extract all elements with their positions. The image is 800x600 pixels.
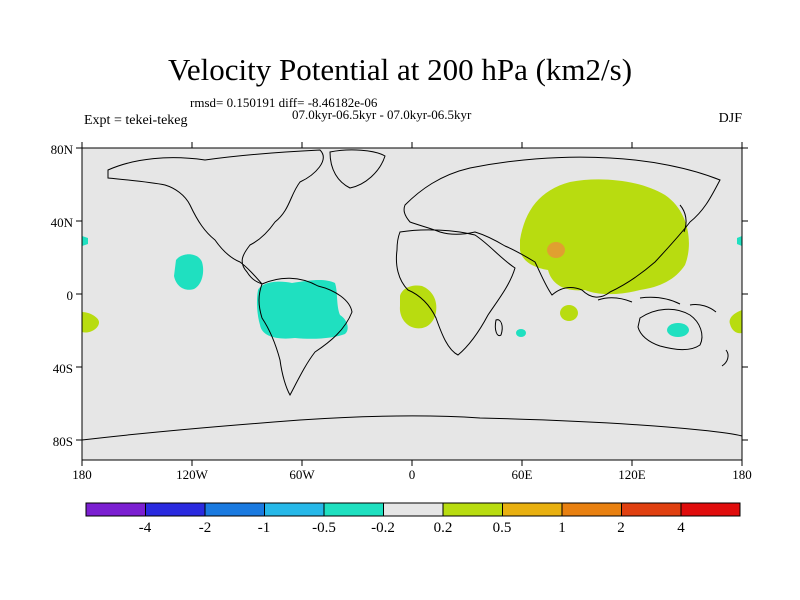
colorbar-box-1 — [85, 502, 146, 517]
colorbar-label-7: 0.5 — [492, 520, 512, 536]
colorbar-label-3: -1 — [257, 520, 271, 536]
indian-ocean-negative-region — [516, 329, 526, 337]
lon-label-120w: 120W — [176, 467, 208, 482]
lon-label-180e: 180 — [732, 467, 752, 482]
africa-positive-region — [399, 285, 437, 329]
colorbar-box-4 — [264, 502, 325, 517]
colorbar-label-5: -0.2 — [371, 520, 395, 536]
south-america-negative-region — [256, 279, 348, 339]
chart-title: Velocity Potential at 200 hPa (km2/s) — [167, 52, 633, 87]
asia-positive-region — [520, 179, 689, 295]
lat-label-80s: 80S — [52, 434, 73, 449]
south-america-coast — [258, 277, 353, 397]
pacific-edge-negative-west — [82, 236, 88, 246]
colorbar-box-8 — [502, 502, 563, 517]
lat-label-80n: 80N — [50, 142, 73, 157]
lat-ticks — [76, 147, 748, 441]
maritime-continent-coast — [597, 296, 717, 313]
antarctica-coast — [81, 415, 743, 441]
africa-coast — [395, 229, 516, 356]
season-label: DJF — [718, 111, 742, 126]
lat-label-0: 0 — [66, 288, 74, 303]
madagascar-coast — [494, 319, 503, 337]
new-zealand-coast — [721, 349, 729, 367]
colorbar-label-4: -0.5 — [312, 520, 336, 536]
india-mid-positive — [547, 242, 565, 258]
pacific-edge-negative-east — [737, 236, 742, 246]
lon-label-120e: 120E — [618, 467, 646, 482]
lon-label-0: 0 — [408, 467, 416, 482]
lon-ticks — [81, 142, 743, 466]
lat-label-40s: 40S — [52, 361, 73, 376]
east-pacific-edge-positive — [729, 310, 742, 334]
colorbar-box-11 — [680, 502, 741, 517]
colorbar-box-10 — [621, 502, 682, 517]
colorbar-box-2 — [145, 502, 206, 517]
colorbar — [85, 502, 741, 517]
europe-asia-coast — [403, 156, 721, 298]
australia-negative-region — [667, 323, 689, 337]
lon-label-60w: 60W — [289, 467, 315, 482]
lat-label-40n: 40N — [50, 215, 73, 230]
period-line: 07.0kyr-06.5kyr - 07.0kyr-06.5kyr — [292, 107, 472, 122]
colorbar-label-6: 0.2 — [433, 520, 453, 536]
colorbar-box-3 — [204, 502, 265, 517]
japan-coast — [679, 204, 687, 233]
west-pacific-edge-positive — [82, 312, 100, 333]
north-america-coast — [107, 149, 324, 285]
colorbar-box-9 — [561, 502, 622, 517]
colorbar-box-6 — [383, 502, 444, 517]
experiment-label: Expt = tekei-tekeg — [84, 113, 188, 128]
indian-ocean-positive — [560, 305, 578, 321]
stats-line: rmsd= 0.150191 diff= -8.46182e-06 — [190, 95, 378, 110]
colorbar-label-1: -4 — [138, 520, 152, 536]
colorbar-label-8: 1 — [558, 520, 566, 536]
lon-label-180w: 180 — [72, 467, 92, 482]
greenland-coast — [329, 149, 386, 189]
australia-coast — [637, 308, 703, 351]
colorbar-box-5 — [323, 502, 384, 517]
colorbar-label-9: 2 — [617, 520, 625, 536]
central-pacific-negative-region — [174, 254, 204, 290]
colorbar-label-10: 4 — [677, 520, 685, 536]
coastlines — [81, 149, 743, 441]
colorbar-label-2: -2 — [198, 520, 212, 536]
colorbar-box-7 — [442, 502, 503, 517]
lon-label-60e: 60E — [511, 467, 533, 482]
